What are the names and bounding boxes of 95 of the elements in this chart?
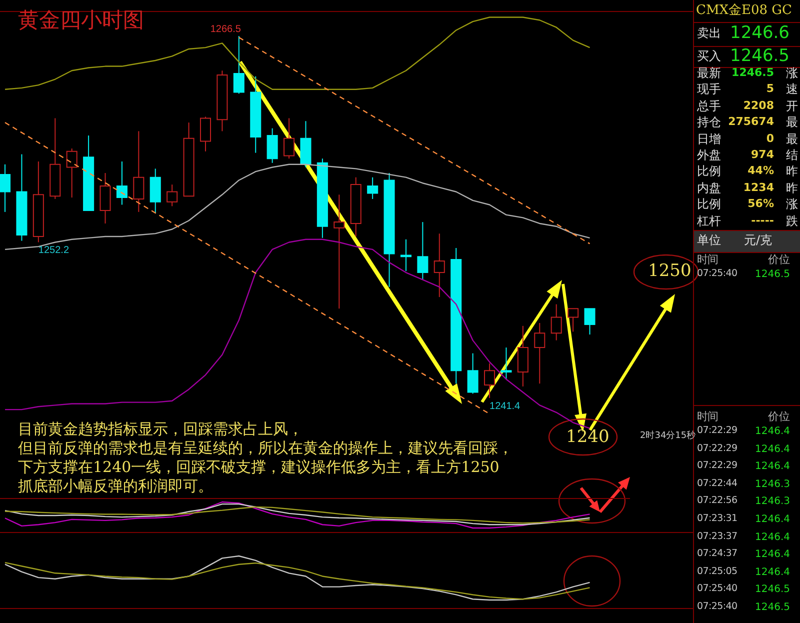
text: 07:24:37 <box>697 548 738 560</box>
candlestick <box>484 362 496 398</box>
candlestick <box>568 308 579 332</box>
annotation: 1252.2 <box>38 245 70 256</box>
candlestick <box>133 130 144 212</box>
text: 涨 <box>786 66 798 81</box>
text: 速 <box>786 82 798 98</box>
text: 内盘 <box>697 180 721 196</box>
text: 下方支撑在1240一线，回踩不破支撑，建议操作低多为主，看上方1250 <box>18 458 500 476</box>
candlestick <box>116 160 128 206</box>
candlestick <box>200 116 212 152</box>
text: 07:25:40 <box>697 583 738 596</box>
text: 单位 <box>697 233 721 248</box>
text: 1246.5 <box>754 602 790 614</box>
text: 1246.4 <box>754 566 790 578</box>
text: 结 <box>786 148 798 163</box>
text: 56% <box>746 197 774 211</box>
candlestick <box>500 347 512 380</box>
text: 1246.3 <box>754 478 790 490</box>
text: 持仓 <box>697 115 721 130</box>
text: 1246.5 <box>754 584 790 596</box>
candlestick <box>367 176 378 200</box>
text: 外盘 <box>697 148 721 163</box>
text: 1241.4 <box>490 401 521 412</box>
candlestick <box>534 322 546 384</box>
text: 昨 <box>786 180 798 196</box>
text: CMX金E08 GC <box>696 3 792 19</box>
text: 1246.5 <box>754 269 790 280</box>
candlestick <box>233 36 244 94</box>
text: 1246.4 <box>754 444 790 456</box>
text: 时间 <box>697 253 718 267</box>
text: 涨 <box>786 197 798 212</box>
candlestick <box>166 184 178 207</box>
text: 1246.5 <box>730 66 774 80</box>
text: 目前黄金趋势指标显示，回踩需求占上风， <box>18 420 303 438</box>
text: 07:22:29 <box>697 425 738 437</box>
text: 07:22:56 <box>697 495 738 508</box>
text: 07:25:05 <box>697 566 738 578</box>
text: 2208 <box>742 98 774 112</box>
text: 价位 <box>767 410 790 424</box>
candlestick <box>400 238 412 272</box>
text: 1246.4 <box>754 549 790 561</box>
text: 买入 <box>697 49 721 64</box>
candlestick <box>266 128 278 164</box>
text: 最 <box>786 115 798 130</box>
text: 1246.4 <box>754 532 790 544</box>
candlestick <box>334 194 345 310</box>
text: 1250 <box>648 261 692 282</box>
text: 1234 <box>742 180 774 194</box>
candlestick <box>66 148 78 198</box>
text: 1246.4 <box>754 514 790 526</box>
text: 1246.4 <box>754 461 790 473</box>
text: 抓底部小幅反弹的利润即可。 <box>18 477 213 496</box>
text: 07:22:29 <box>697 460 738 472</box>
candlestick <box>417 222 428 280</box>
text: 974 <box>750 148 774 162</box>
text: 最新 <box>697 66 721 81</box>
text: 0 <box>765 132 774 146</box>
candlestick <box>434 233 445 298</box>
candlestick <box>584 308 596 336</box>
text: 07:22:29 <box>697 442 738 455</box>
text: 比例 <box>697 164 721 180</box>
text: 275674 <box>727 115 774 129</box>
text: 杠杆 <box>697 214 721 228</box>
text: 07:25:40 <box>697 601 738 613</box>
text: 总手 <box>697 98 721 114</box>
chart-title: 黄金四小时图 <box>18 8 144 32</box>
text: 价位 <box>767 253 790 267</box>
candlestick <box>0 164 11 212</box>
text: 比例 <box>697 197 721 212</box>
text: 日增 <box>697 132 721 146</box>
text: 卖出 <box>697 26 721 41</box>
text: 1246.5 <box>730 46 790 67</box>
text: 昨 <box>786 164 798 180</box>
candlestick <box>284 118 295 160</box>
text: 5 <box>765 82 774 96</box>
text: 07:22:44 <box>697 478 738 490</box>
text: 07:23:31 <box>697 513 738 525</box>
candlestick <box>550 304 562 341</box>
text: 1246.6 <box>730 23 790 44</box>
text: 但目前反弹的需求也是有呈延续的，所以在黄金的操作上，建议先看回踩， <box>18 439 513 458</box>
text: 元/克 <box>744 233 772 248</box>
text: 时间 <box>697 410 718 424</box>
text: 1246.4 <box>754 426 790 438</box>
text: 07:23:37 <box>697 530 738 543</box>
text: 1266.5 <box>210 24 242 35</box>
text: 现手 <box>697 82 721 98</box>
text: 最 <box>786 132 798 146</box>
text: 44% <box>746 164 774 178</box>
text: ----- <box>750 214 774 228</box>
text: 开 <box>786 98 798 114</box>
text: 1240 <box>566 427 610 448</box>
text: 1246.3 <box>754 496 790 508</box>
candlestick <box>467 352 478 394</box>
text: 跌 <box>786 214 798 228</box>
